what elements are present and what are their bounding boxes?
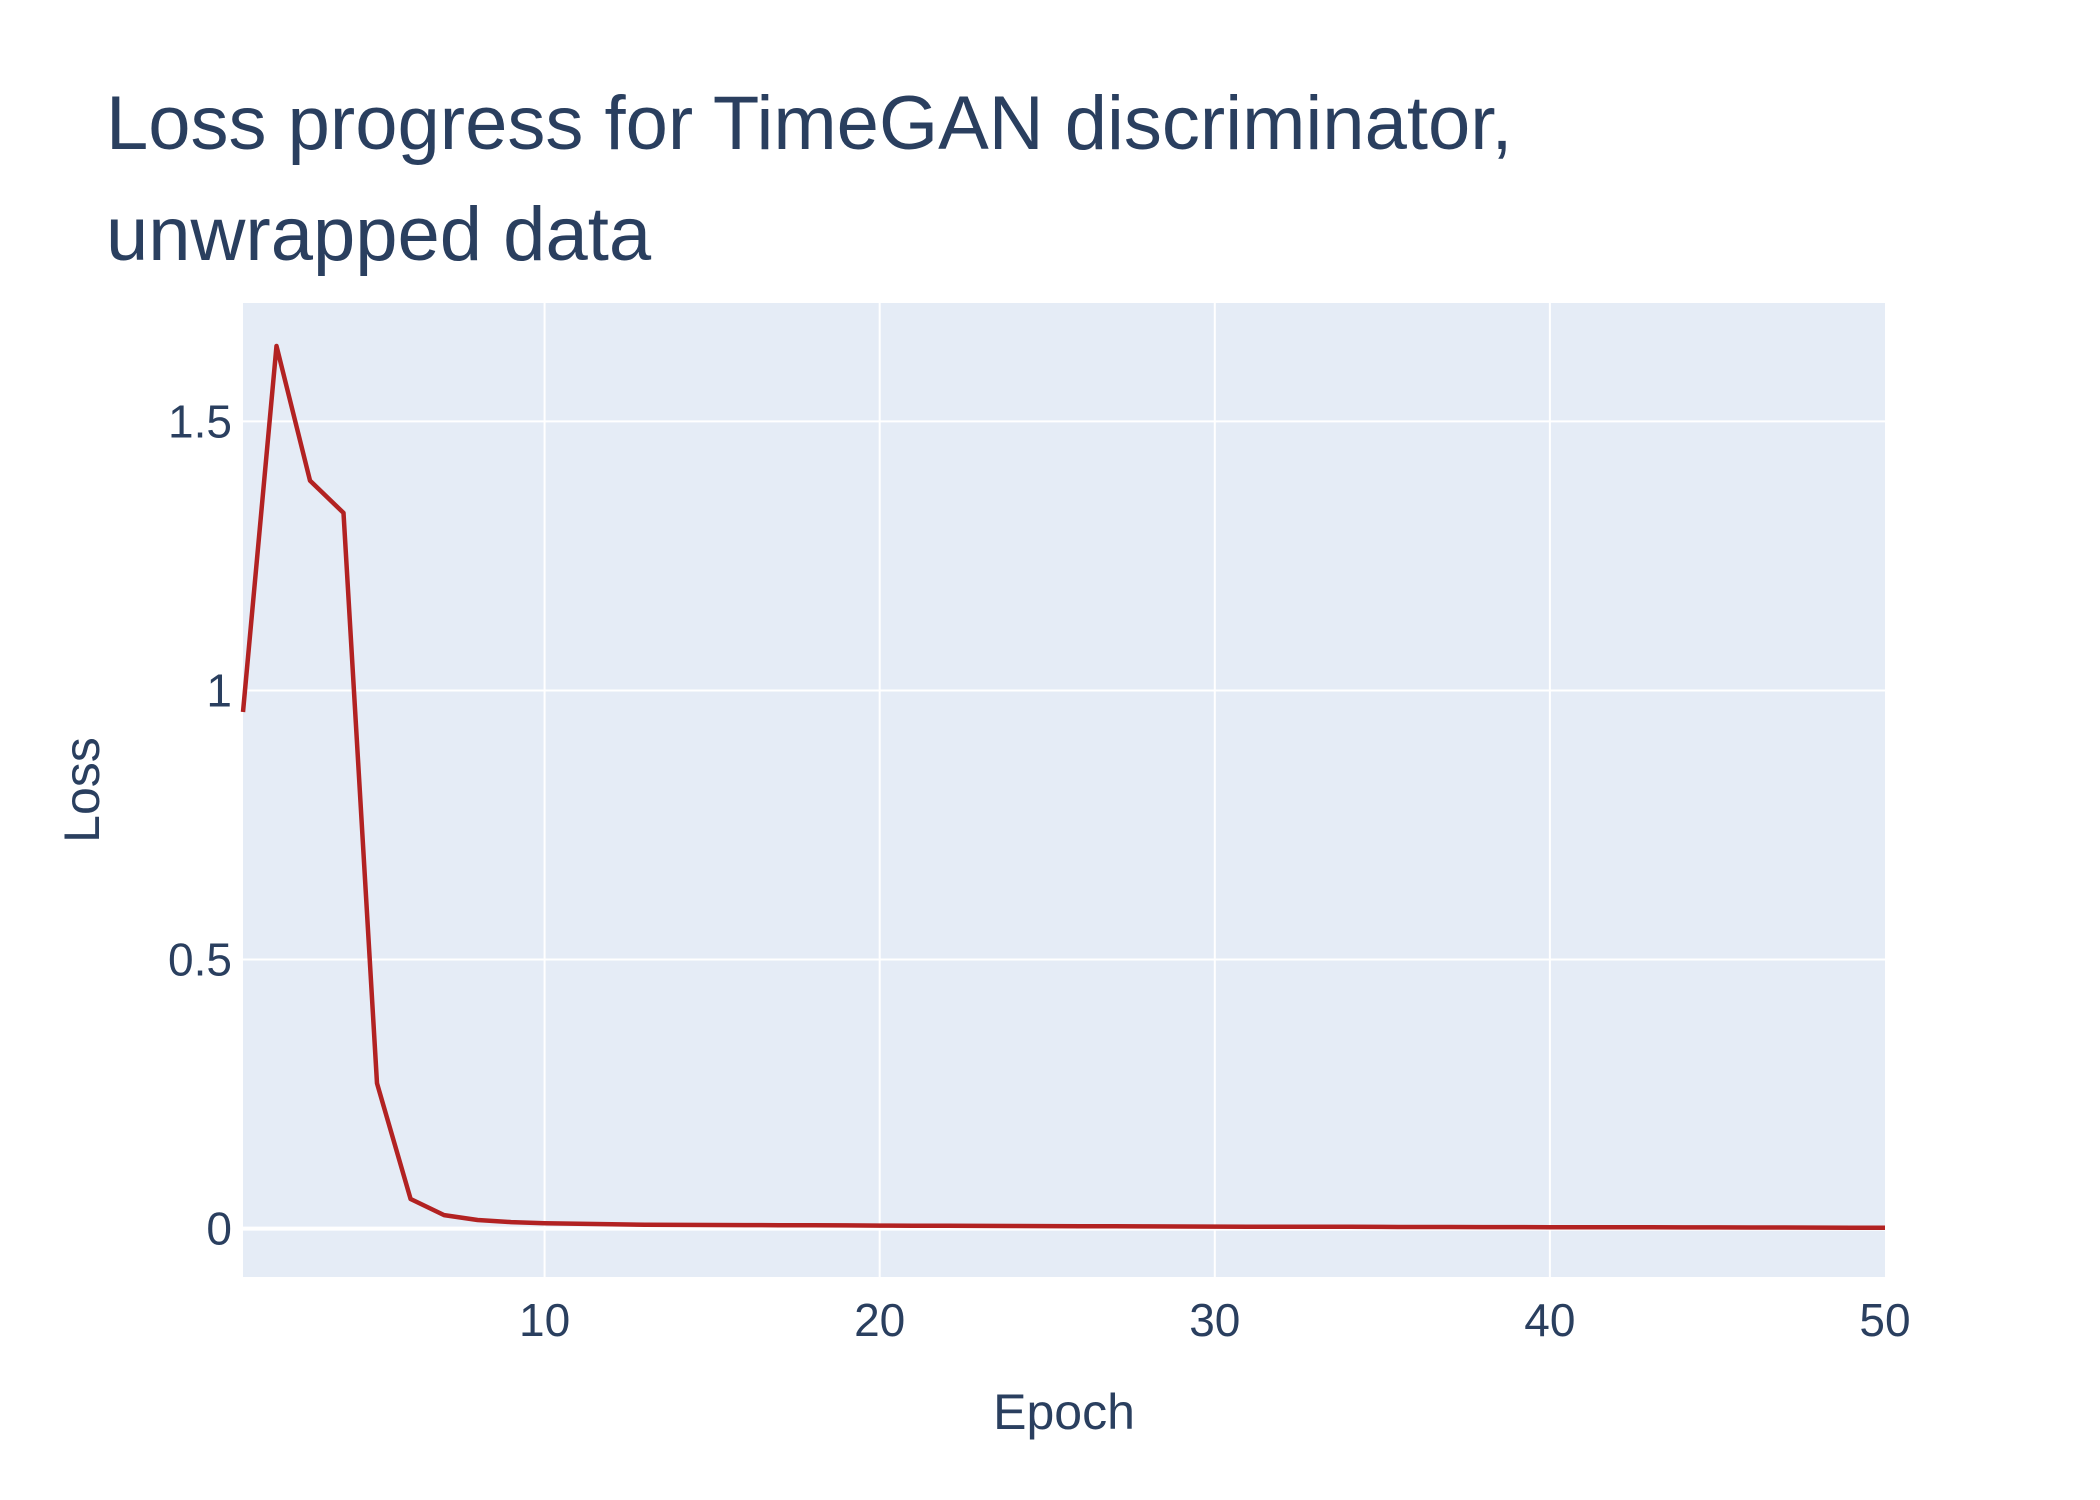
- y-tick-label: 1: [206, 664, 232, 716]
- x-tick-label: 30: [1189, 1294, 1240, 1346]
- x-tick-label: 50: [1859, 1294, 1910, 1346]
- y-tick-label: 1.5: [168, 395, 232, 447]
- x-axis-label: Epoch: [993, 1384, 1135, 1440]
- x-tick-label: 20: [854, 1294, 905, 1346]
- y-axis-label: Loss: [54, 737, 110, 843]
- x-tick-label: 40: [1524, 1294, 1575, 1346]
- y-tick-label: 0.5: [168, 934, 232, 986]
- y-tick-label: 0: [206, 1203, 232, 1255]
- x-tick-label: 10: [519, 1294, 570, 1346]
- loss-series-line: [240, 343, 1885, 1230]
- chart-title-line-2: unwrapped data: [106, 192, 652, 277]
- x-gridlines: [543, 303, 1551, 1277]
- y-tick-labels: 0 0.5 1 1.5: [168, 395, 232, 1254]
- series-group: [240, 343, 1885, 1230]
- x-tick-labels: 10 20 30 40 50: [519, 1294, 1911, 1346]
- chart-title-line-1: Loss progress for TimeGAN discriminator,: [106, 81, 1513, 166]
- plot-area: [243, 303, 1885, 1277]
